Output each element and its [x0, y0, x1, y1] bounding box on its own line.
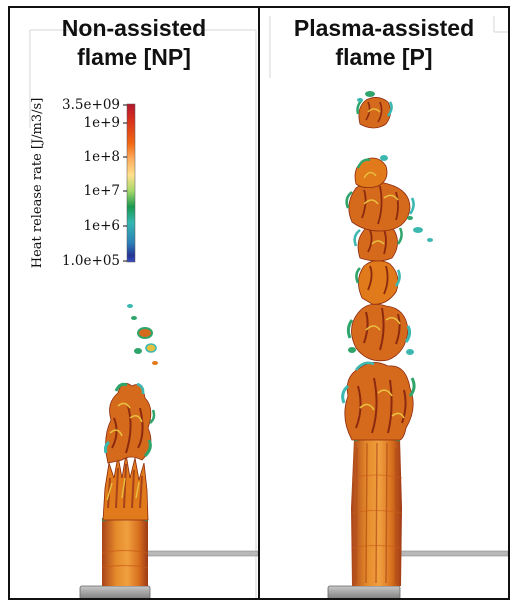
colorbar-tick-label: 1e+8 [84, 149, 120, 165]
title-line: Non-assisted [61, 15, 207, 41]
burner-base [79, 585, 151, 598]
colorbar-gradient [126, 103, 136, 263]
flame-image-p [269, 16, 508, 598]
panel-title-p: Plasma-assisted flame [P] [260, 14, 508, 72]
burner-base [327, 585, 401, 598]
flame-p [341, 91, 433, 586]
title-line: flame [NP] [77, 44, 191, 70]
colorbar-ticks [123, 104, 127, 262]
colorbar-tick-label: 1e+7 [84, 183, 120, 199]
panel-plasma-assisted: Plasma-assisted flame [P] [258, 6, 510, 600]
title-line: Plasma-assisted [293, 15, 475, 41]
colorbar-tick-label: 1e+9 [84, 115, 120, 131]
flame-image-np: 3.5e+09 1e+9 1e+8 1e+7 1e+6 1.0e+05 Heat… [29, 29, 258, 598]
colorbar-tick-label: 1e+6 [84, 218, 120, 234]
flame-np [101, 304, 158, 586]
title-line: flame [P] [335, 44, 433, 70]
colorbar-tick-label: 1.0e+05 [62, 253, 120, 269]
panel-title-np: Non-assisted flame [NP] [10, 14, 258, 72]
colorbar-tick-label: 3.5e+09 [62, 97, 120, 113]
colorbar-title: Heat release rate [J/m3/s] [30, 98, 45, 269]
panel-non-assisted: 3.5e+09 1e+9 1e+8 1e+7 1e+6 1.0e+05 Heat… [8, 6, 260, 600]
